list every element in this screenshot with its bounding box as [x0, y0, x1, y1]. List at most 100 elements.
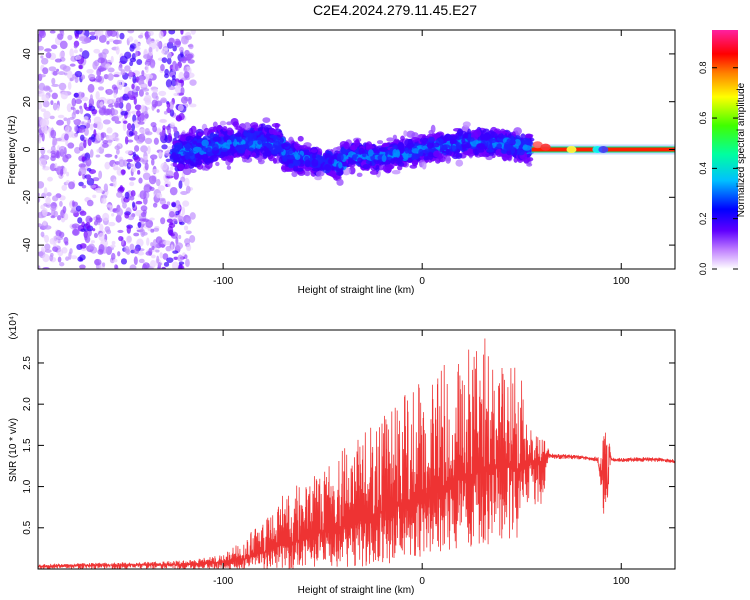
spectrogram-cell: [226, 127, 234, 136]
spectrogram-cell: [105, 108, 112, 115]
spectrogram-cell: [189, 235, 196, 243]
spectrogram-cell: [137, 169, 141, 175]
spectrogram-cell: [129, 181, 135, 187]
spectrogram-cell: [51, 92, 58, 100]
spectrogram-cell: [38, 135, 42, 144]
spectrogram-cell: [490, 131, 497, 138]
spectrogram-cell: [114, 145, 121, 150]
spectrogram-cell: [124, 51, 132, 59]
spectrogram-cell: [154, 100, 163, 107]
spectrogram-cell: [145, 58, 151, 63]
spectrogram-cell: [147, 145, 151, 155]
spectrogram-cell: [43, 110, 51, 120]
spectrogram-cell: [145, 219, 154, 228]
spectrogram-cell: [42, 166, 51, 171]
spectrogram-cell: [44, 234, 50, 243]
spectrogram-cell: [72, 201, 78, 207]
spectrogram-cell: [115, 97, 122, 103]
spectrogram-cell: [169, 101, 174, 110]
spectrogram-cell: [190, 168, 197, 173]
spectrogram-cell: [186, 244, 192, 252]
spectrogram-cell: [148, 175, 157, 185]
spectrogram-cell: [162, 253, 169, 260]
spectrogram-cell: [127, 215, 135, 221]
spectrogram-cell: [131, 123, 135, 132]
spectrogram-cell: [104, 153, 113, 158]
spectrogram-cell: [83, 139, 87, 149]
spectrogram-cell: [57, 256, 62, 263]
spectrogram-cell: [112, 133, 116, 138]
spectrogram-cell: [488, 143, 493, 151]
spectrogram-cell: [151, 158, 155, 166]
spectrogram-cell: [203, 127, 211, 136]
spectrogram-cell: [179, 57, 188, 62]
snr-ytick-label: 2.0: [22, 397, 33, 411]
spectrogram-cell: [126, 158, 133, 163]
spectrogram-cell: [38, 192, 41, 197]
spectrogram-cell: [241, 144, 250, 149]
spectrogram-cell: [150, 259, 156, 269]
spectrogram-cell: [149, 217, 155, 221]
spectrogram-cell: [118, 186, 125, 192]
spectrogram-cell: [390, 158, 395, 165]
spectrogram-cell: [118, 115, 122, 119]
spectrogram-cell: [272, 157, 278, 164]
spectrogram-cell: [111, 240, 116, 245]
spectrogram-cell: [96, 132, 102, 141]
spectrogram-cell: [348, 159, 357, 165]
spectrogram-cell: [262, 117, 271, 123]
spectrogram-cell: [354, 138, 360, 147]
spectrogram-cell: [51, 77, 56, 85]
spectrogram-cell: [257, 159, 265, 165]
colorbar-tick-label: 0.6: [698, 112, 708, 125]
spectrogram-cell: [180, 87, 185, 95]
spectrogram-cell: [97, 86, 105, 91]
spectrogram-cell: [59, 40, 68, 50]
spectrogram-cell: [172, 218, 178, 224]
spectrogram-cell: [83, 116, 89, 121]
spectrogram-cell: [122, 122, 127, 132]
spectrogram-cell: [45, 52, 52, 59]
spectrogram-cell: [48, 89, 53, 93]
spectrogram-cell: [176, 163, 185, 170]
spectrogram-cell: [304, 165, 311, 172]
spectrogram-cell: [365, 160, 371, 165]
spectrogram-cell: [168, 211, 175, 218]
spectrogram-cell: [81, 156, 86, 162]
spectrogram-cell: [175, 242, 184, 250]
spectrogram-cell: [169, 109, 175, 117]
spectrogram-cell: [175, 210, 180, 216]
spectrogram-cell: [172, 45, 177, 52]
spectrogram-cell: [87, 137, 92, 147]
spectrogram-cell: [170, 244, 174, 252]
spectrogram-cell: [220, 148, 229, 152]
spectrogram-cell: [296, 167, 304, 172]
spectrogram-cell: [115, 264, 119, 269]
spectrogram-cell: [182, 200, 190, 207]
spectrogram-cell: [63, 213, 69, 221]
spectrogram-cell: [235, 126, 243, 131]
spectrogram-cell: [161, 144, 168, 150]
spectrogram-cell: [184, 177, 190, 187]
spectrogram-cell: [356, 172, 363, 177]
spectrogram-cell: [71, 223, 80, 229]
spectrogram-cell: [92, 228, 96, 232]
spectrogram-cell: [107, 73, 114, 81]
spectrogram-cell: [159, 252, 163, 259]
spectrogram-cell: [180, 96, 188, 104]
spectrogram-cell: [90, 240, 95, 244]
spectrogram-cell: [119, 32, 125, 40]
spectrogram-cell: [120, 169, 126, 175]
spectrogram-cell: [84, 106, 92, 111]
spectrogram-cell: [148, 46, 153, 53]
spectrogram-cell: [168, 30, 176, 35]
spectrogram-cell: [142, 54, 151, 60]
spectrogram-cell: [165, 158, 171, 163]
spectrogram-cell: [135, 50, 139, 58]
spectrogram-cell: [358, 147, 365, 155]
spectrogram-cell: [216, 124, 222, 131]
spectrogram-cell: [281, 154, 288, 162]
spectrogram-cell: [143, 94, 152, 103]
spectrogram-cell: [163, 110, 168, 115]
spectrogram-cell: [235, 137, 243, 143]
